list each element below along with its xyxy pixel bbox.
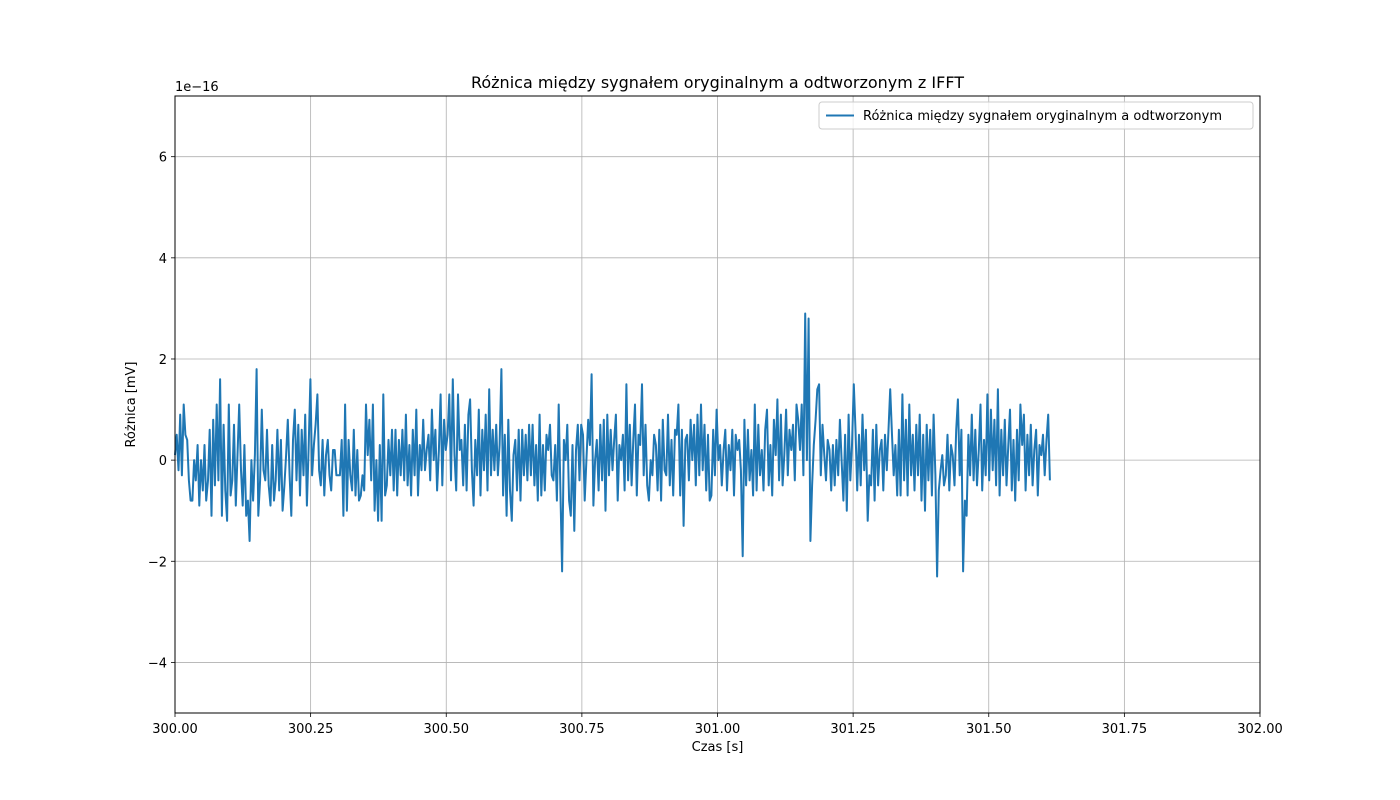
legend-entry-label: Różnica między sygnałem oryginalnym a od… xyxy=(863,109,1222,124)
y-axis-label: Różnica [mV] xyxy=(124,361,139,447)
x-tick-label: 301.25 xyxy=(830,722,876,737)
x-tick-label: 302.00 xyxy=(1237,722,1283,737)
x-tick-label: 300.50 xyxy=(424,722,470,737)
x-tick-label: 301.00 xyxy=(695,722,741,737)
y-tick-label: −2 xyxy=(148,555,167,570)
legend-box xyxy=(818,101,1254,130)
y-axis-offset-label: 1e−16 xyxy=(175,80,219,95)
chart-title: Różnica między sygnałem oryginalnym a od… xyxy=(471,73,964,92)
y-tick-label: 6 xyxy=(159,151,167,166)
x-axis-label: Czas [s] xyxy=(692,740,744,755)
y-tick-label: 2 xyxy=(159,353,167,368)
y-tick-label: −4 xyxy=(148,656,167,671)
x-tick-label: 300.75 xyxy=(559,722,605,737)
y-tick-label: 0 xyxy=(159,454,167,469)
x-tick-label: 300.25 xyxy=(288,722,334,737)
x-tick-label: 300.00 xyxy=(152,722,198,737)
data-series-line xyxy=(174,312,1051,578)
data-layer xyxy=(174,312,1051,578)
x-tick-label: 301.75 xyxy=(1102,722,1148,737)
y-tick-label: 4 xyxy=(159,252,167,267)
legend: Różnica między sygnałem oryginalnym a od… xyxy=(818,101,1254,130)
x-tick-label: 301.50 xyxy=(966,722,1012,737)
axis-ticks: 300.00 300.25 300.50 300.75 301.00 301.25 301.… xyxy=(148,151,1283,737)
